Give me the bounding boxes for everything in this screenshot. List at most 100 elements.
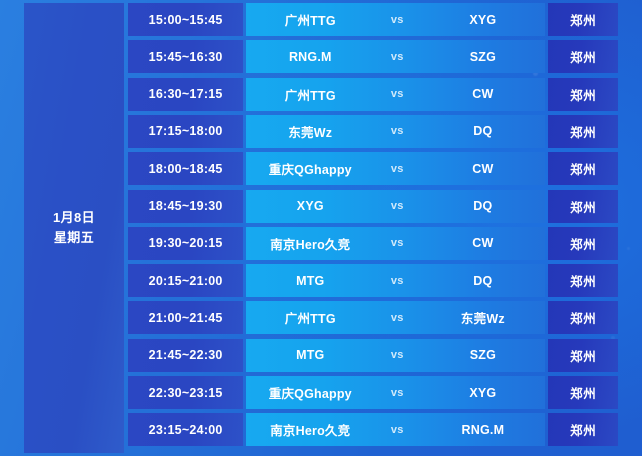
away-team-label: DQ bbox=[473, 124, 493, 139]
match-teams-cell[interactable]: 重庆QGhappy vs XYG bbox=[246, 376, 546, 409]
match-teams-cell[interactable]: MTG vs SZG bbox=[246, 338, 546, 372]
match-venue-label: 郑州 bbox=[570, 237, 597, 252]
vs-label: vs bbox=[390, 237, 404, 250]
match-time-label: 15:00~15:45 bbox=[148, 12, 223, 27]
table-row[interactable]: 18:00~18:45 重庆QGhappy vs CW 郑州 bbox=[24, 152, 618, 186]
away-team-label: CW bbox=[472, 236, 494, 251]
match-venue-label: 郑州 bbox=[570, 200, 597, 215]
table-row[interactable]: 20:15~21:00 MTG vs DQ 郑州 bbox=[24, 264, 618, 298]
match-venue-label: 郑州 bbox=[570, 125, 597, 140]
match-time-cell: 21:00~21:45 bbox=[128, 301, 244, 335]
match-venue-cell: 郑州 bbox=[548, 301, 618, 335]
match-time-cell: 22:30~23:15 bbox=[128, 376, 244, 409]
home-team-label: 东莞Wz bbox=[288, 125, 333, 140]
match-venue-cell: 郑州 bbox=[548, 189, 618, 223]
match-teams-cell[interactable]: 广州TTG vs XYG bbox=[246, 3, 546, 36]
away-team-label: DQ bbox=[473, 273, 493, 288]
match-venue-label: 郑州 bbox=[570, 387, 597, 401]
table-row[interactable]: 23:15~24:00 南京Hero久竞 vs RNG.M 郑州 bbox=[24, 413, 618, 447]
home-team-label: XYG bbox=[296, 199, 324, 213]
match-teams-cell[interactable]: 东莞Wz vs DQ bbox=[246, 114, 546, 148]
home-team-label: 广州TTG bbox=[284, 14, 336, 28]
table-row[interactable]: 18:45~19:30 XYG vs DQ 郑州 bbox=[24, 189, 618, 223]
match-teams-cell[interactable]: 重庆QGhappy vs CW bbox=[246, 152, 546, 186]
match-time-cell: 18:00~18:45 bbox=[128, 152, 244, 186]
table-row[interactable]: 15:45~16:30 RNG.M vs SZG 郑州 bbox=[24, 40, 618, 74]
home-team-label: 南京Hero久竞 bbox=[270, 237, 351, 252]
match-venue-label: 郑州 bbox=[570, 88, 597, 103]
home-team-label: 广州TTG bbox=[284, 88, 336, 103]
table-row[interactable]: 21:45~22:30 MTG vs SZG 郑州 bbox=[24, 338, 618, 372]
match-time-label: 17:15~18:00 bbox=[148, 124, 223, 139]
home-team-label: 南京Hero久竞 bbox=[270, 424, 351, 439]
match-schedule-table: 1月8日 星期五 15:00~15:45 广州TTG vs XYG 郑州 15:… bbox=[24, 3, 618, 453]
match-teams-cell[interactable]: XYG vs DQ bbox=[246, 189, 546, 223]
match-time-cell: 15:45~16:30 bbox=[128, 40, 244, 74]
match-venue-label: 郑州 bbox=[570, 275, 597, 290]
match-venue-cell: 郑州 bbox=[548, 264, 618, 298]
vs-label: vs bbox=[390, 88, 404, 101]
match-time-cell: 16:30~17:15 bbox=[128, 77, 244, 111]
match-time-label: 18:45~19:30 bbox=[148, 199, 223, 213]
match-venue-cell: 郑州 bbox=[548, 376, 618, 409]
match-venue-cell: 郑州 bbox=[548, 338, 618, 372]
match-venue-label: 郑州 bbox=[570, 312, 597, 327]
table-row[interactable]: 15:00~15:45 广州TTG vs XYG 郑州 bbox=[24, 3, 618, 36]
match-venue-cell: 郑州 bbox=[548, 40, 618, 74]
match-venue-label: 郑州 bbox=[570, 51, 597, 66]
home-team-label: 广州TTG bbox=[284, 312, 336, 327]
match-time-label: 19:30~20:15 bbox=[148, 236, 223, 251]
table-row[interactable]: 22:30~23:15 重庆QGhappy vs XYG 郑州 bbox=[24, 376, 618, 409]
table-row[interactable]: 16:30~17:15 广州TTG vs CW 郑州 bbox=[24, 77, 618, 111]
decorative-bubble bbox=[627, 247, 630, 250]
home-team-label: 重庆QGhappy bbox=[268, 163, 352, 178]
match-venue-label: 郑州 bbox=[570, 424, 597, 439]
match-time-cell: 18:45~19:30 bbox=[128, 189, 244, 223]
away-team-label: DQ bbox=[473, 199, 493, 213]
date-cell: 1月8日 星期五 bbox=[24, 3, 124, 453]
match-time-cell: 23:15~24:00 bbox=[128, 413, 244, 447]
vs-label: vs bbox=[390, 162, 404, 175]
match-teams-cell[interactable]: RNG.M vs SZG bbox=[246, 40, 546, 74]
vs-label: vs bbox=[390, 200, 404, 212]
date-weekday: 星期五 bbox=[53, 230, 95, 245]
vs-label: vs bbox=[390, 386, 404, 399]
table-row[interactable]: 17:15~18:00 东莞Wz vs DQ 郑州 bbox=[24, 114, 618, 148]
vs-label: vs bbox=[390, 423, 404, 436]
table-row[interactable]: 19:30~20:15 南京Hero久竞 vs CW 郑州 bbox=[24, 226, 618, 260]
vs-label: vs bbox=[390, 311, 404, 324]
vs-label: vs bbox=[390, 274, 404, 287]
match-time-cell: 15:00~15:45 bbox=[128, 3, 244, 36]
home-team-label: 重庆QGhappy bbox=[268, 387, 352, 401]
away-team-label: 东莞Wz bbox=[460, 312, 505, 327]
match-time-label: 23:15~24:00 bbox=[148, 422, 223, 437]
away-team-label: XYG bbox=[469, 385, 497, 400]
match-venue-cell: 郑州 bbox=[548, 226, 618, 260]
away-team-label: XYG bbox=[469, 12, 497, 27]
match-time-label: 18:00~18:45 bbox=[148, 161, 223, 176]
match-teams-cell[interactable]: 南京Hero久竞 vs RNG.M bbox=[246, 413, 546, 447]
match-time-cell: 19:30~20:15 bbox=[128, 226, 244, 260]
match-venue-cell: 郑州 bbox=[548, 77, 618, 111]
match-time-label: 21:45~22:30 bbox=[148, 348, 223, 363]
match-time-cell: 20:15~21:00 bbox=[128, 264, 244, 298]
match-time-cell: 21:45~22:30 bbox=[128, 338, 244, 372]
match-teams-cell[interactable]: MTG vs DQ bbox=[246, 264, 546, 298]
match-venue-cell: 郑州 bbox=[548, 413, 618, 447]
away-team-label: CW bbox=[472, 87, 494, 102]
home-team-label: MTG bbox=[296, 348, 325, 363]
away-team-label: SZG bbox=[469, 49, 496, 64]
match-time-label: 15:45~16:30 bbox=[148, 49, 223, 64]
match-venue-label: 郑州 bbox=[570, 349, 597, 364]
match-teams-cell[interactable]: 广州TTG vs 东莞Wz bbox=[246, 301, 546, 335]
match-teams-cell[interactable]: 广州TTG vs CW bbox=[246, 77, 546, 111]
table-row[interactable]: 21:00~21:45 广州TTG vs 东莞Wz 郑州 bbox=[24, 301, 618, 335]
match-venue-cell: 郑州 bbox=[548, 3, 618, 36]
match-teams-cell[interactable]: 南京Hero久竞 vs CW bbox=[246, 226, 546, 260]
vs-label: vs bbox=[390, 50, 404, 63]
match-time-label: 21:00~21:45 bbox=[148, 310, 223, 325]
match-time-label: 20:15~21:00 bbox=[148, 273, 223, 288]
match-time-label: 22:30~23:15 bbox=[148, 385, 223, 400]
match-venue-label: 郑州 bbox=[570, 163, 597, 178]
